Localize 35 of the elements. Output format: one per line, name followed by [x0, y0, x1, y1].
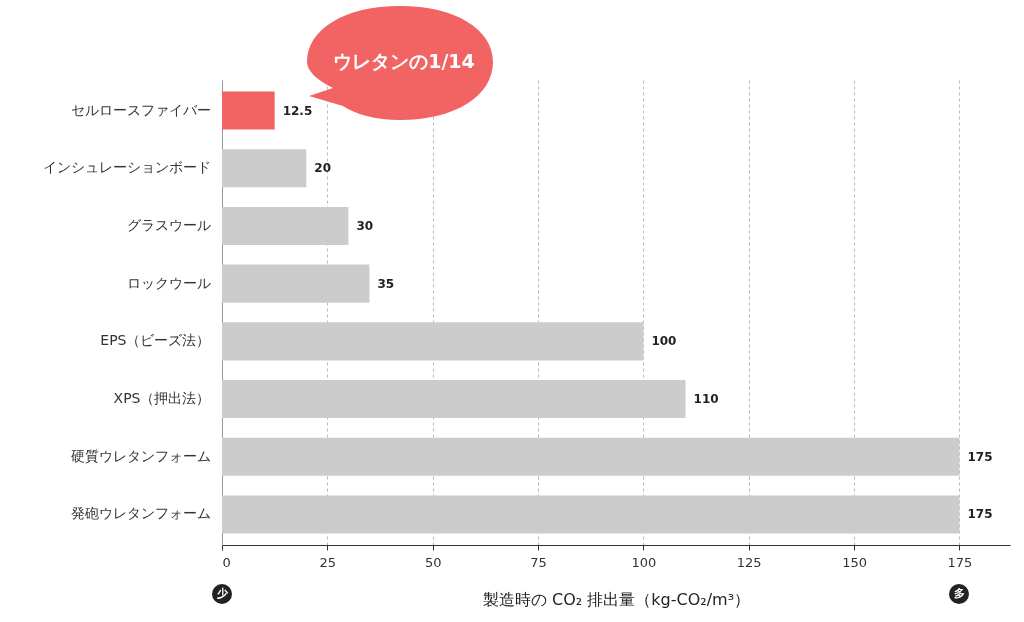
data-label: 100 [651, 334, 677, 349]
y-tick-label: ロックウール [126, 274, 211, 291]
y-tick-label: XPS（押出法） [113, 390, 211, 407]
y-tick-label: インシュレーションボード [42, 159, 211, 176]
data-label: 175 [967, 449, 993, 464]
x-tick-label: 50 [424, 554, 442, 570]
y-tick-label: 硬質ウレタンフォーム [70, 447, 211, 464]
x-tick-label: 125 [736, 554, 762, 570]
y-tick-label: セルロースファイバー [70, 101, 211, 118]
x-tick-label: 25 [319, 554, 337, 570]
x-axis-title: 製造時の CO₂ 排出量（kg-CO₂/m³） [482, 589, 751, 609]
y-tick-label: EPS（ビーズ法） [100, 332, 211, 349]
data-label: 110 [693, 392, 719, 407]
data-label: 30 [356, 218, 374, 233]
bar [222, 206, 349, 245]
y-tick-label: グラスウール [126, 216, 211, 233]
data-label: 12.5 [282, 103, 313, 118]
bar [222, 264, 370, 303]
y-tick-label: 発砲ウレタンフォーム [70, 505, 211, 522]
bar [222, 149, 307, 188]
bar [222, 322, 644, 361]
x-tick-label: 100 [631, 554, 657, 570]
bar [222, 437, 960, 476]
text: 少 [212, 584, 232, 604]
x-tick-label: 75 [530, 554, 547, 570]
data-label: 175 [967, 507, 993, 522]
data-label: 20 [314, 161, 331, 176]
text: 多 [949, 584, 970, 604]
x-tick-label: 175 [947, 554, 973, 570]
bar [222, 91, 275, 130]
data-label: 35 [377, 276, 395, 291]
bar [222, 495, 960, 534]
bar [222, 380, 686, 419]
x-tick-label: 0 [222, 554, 231, 570]
x-tick-label: 150 [842, 554, 867, 570]
